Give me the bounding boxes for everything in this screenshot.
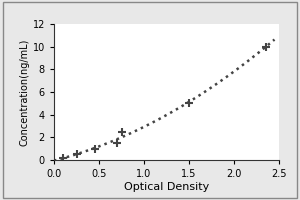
Y-axis label: Concentration(ng/mL): Concentration(ng/mL) bbox=[20, 38, 30, 146]
X-axis label: Optical Density: Optical Density bbox=[124, 182, 209, 192]
